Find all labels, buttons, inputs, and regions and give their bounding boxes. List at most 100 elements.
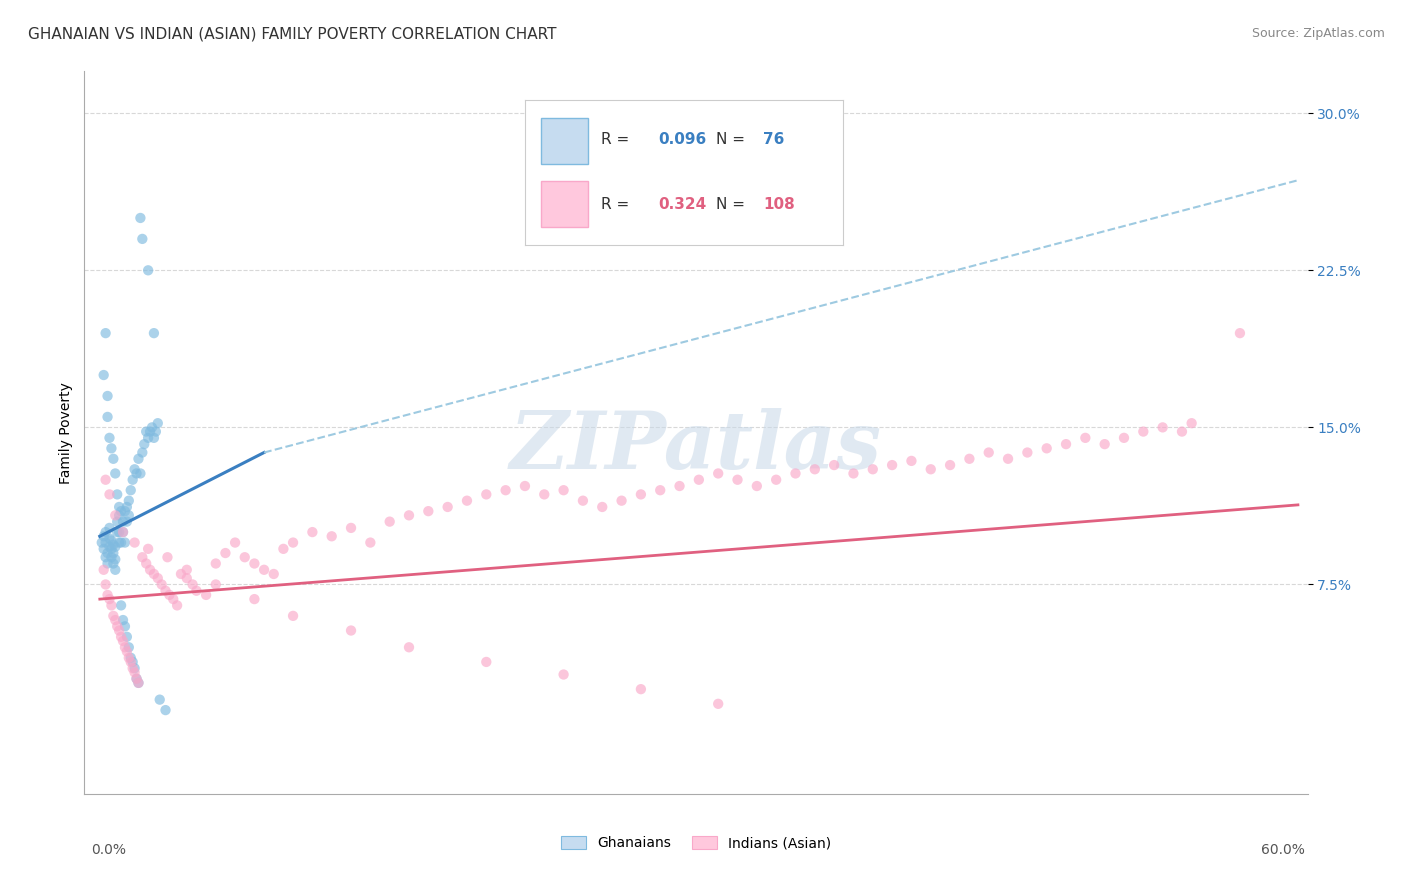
Point (110, 599, 132, 613)
Point (727, 473, 749, 487)
Point (125, 672, 148, 686)
Point (121, 655, 143, 669)
Point (862, 462, 884, 476)
Text: Source: ZipAtlas.com: Source: ZipAtlas.com (1251, 27, 1385, 40)
Point (111, 515, 134, 529)
Point (108, 624, 131, 638)
Point (243, 592, 266, 607)
Point (118, 650, 141, 665)
Text: 60.0%: 60.0% (1261, 843, 1305, 857)
Point (94, 326, 117, 340)
Point (139, 563, 162, 577)
Point (98, 592, 121, 607)
Point (475, 487, 498, 501)
Point (1112, 431, 1135, 445)
Point (100, 533, 122, 548)
Point (114, 504, 136, 518)
Point (1132, 425, 1154, 439)
Point (100, 550, 122, 565)
Point (224, 535, 246, 549)
Point (745, 479, 768, 493)
Point (121, 661, 143, 675)
Point (115, 644, 138, 658)
Point (98, 540, 121, 554)
Point (104, 467, 127, 481)
Point (131, 232, 153, 246)
Point (650, 483, 672, 498)
Point (418, 504, 440, 518)
Point (181, 577, 204, 591)
Point (127, 451, 149, 466)
Point (630, 682, 652, 697)
Point (118, 640, 141, 655)
Point (155, 583, 177, 598)
Point (533, 487, 555, 501)
Point (94, 525, 117, 540)
Point (105, 619, 128, 633)
Point (136, 431, 159, 445)
Point (105, 525, 128, 540)
Legend: Ghanaians, Indians (Asian): Ghanaians, Indians (Asian) (555, 830, 837, 855)
Point (96, 546, 118, 560)
Point (553, 483, 575, 498)
Point (115, 630, 138, 644)
Point (103, 538, 125, 552)
Point (139, 425, 162, 439)
Point (110, 504, 132, 518)
Point (103, 451, 125, 466)
Point (1152, 420, 1174, 434)
Point (93, 529, 115, 543)
Point (104, 563, 127, 577)
Point (114, 640, 136, 655)
Point (115, 515, 138, 529)
Point (340, 624, 363, 638)
Point (127, 676, 149, 690)
Point (96, 588, 118, 602)
Point (118, 493, 141, 508)
Point (804, 462, 827, 476)
Point (108, 525, 131, 540)
Point (591, 500, 613, 514)
Point (131, 445, 153, 459)
Point (115, 500, 138, 514)
Point (233, 550, 256, 565)
Point (281, 535, 304, 549)
Point (120, 655, 142, 669)
Point (668, 479, 690, 493)
Point (96, 557, 118, 571)
Point (513, 479, 536, 493)
Point (155, 703, 177, 717)
Point (114, 619, 136, 633)
Point (146, 416, 169, 430)
Point (100, 442, 122, 456)
Point (176, 563, 198, 577)
Point (124, 661, 146, 675)
Point (93, 563, 115, 577)
Point (1074, 431, 1097, 445)
Point (359, 535, 381, 549)
Point (98, 521, 121, 535)
Point (134, 437, 156, 451)
Point (149, 692, 172, 706)
Point (131, 550, 153, 565)
Point (135, 557, 157, 571)
Point (141, 420, 163, 434)
Point (1054, 437, 1077, 451)
Point (108, 508, 131, 523)
Point (436, 500, 458, 514)
Point (842, 467, 865, 481)
Point (166, 599, 188, 613)
Point (111, 634, 134, 648)
Point (129, 211, 152, 225)
Point (920, 462, 942, 476)
Point (1035, 442, 1057, 456)
Point (129, 467, 152, 481)
Point (688, 473, 710, 487)
Point (939, 458, 962, 472)
Point (108, 500, 131, 514)
Point (1017, 445, 1039, 459)
Point (398, 640, 420, 655)
Point (204, 557, 226, 571)
Point (765, 473, 787, 487)
Point (120, 650, 142, 665)
